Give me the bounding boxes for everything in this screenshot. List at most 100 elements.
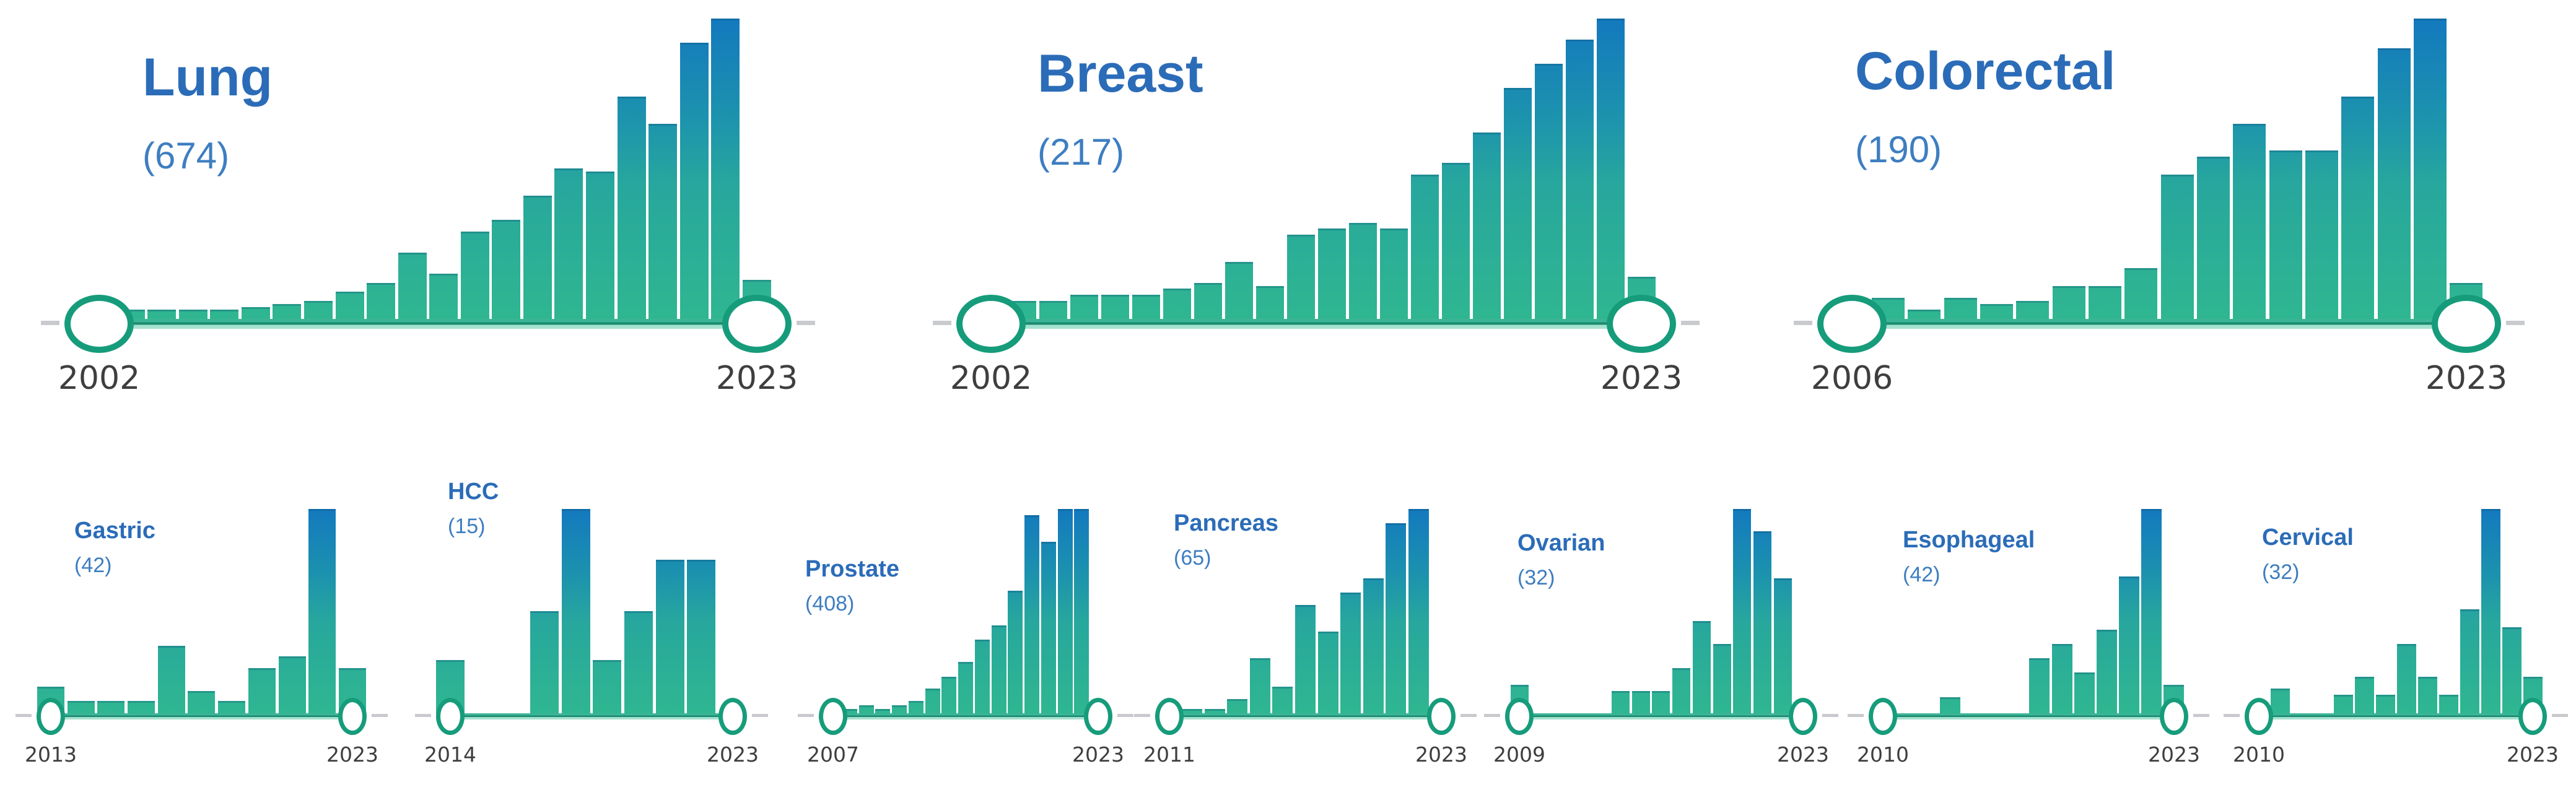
bar-2017[interactable] [554,168,583,319]
bar-2019[interactable] [1024,515,1039,713]
bar-2020[interactable] [248,668,276,713]
bar-2014[interactable] [2124,268,2158,319]
bar-2021[interactable] [1565,40,1594,319]
bar-2018[interactable] [1008,591,1023,713]
slider-handle-end-pancreas[interactable] [1427,698,1456,735]
bar-2011[interactable] [1255,286,1284,319]
slider-handle-start-prostate[interactable] [819,698,847,735]
bar-2014[interactable] [941,677,957,713]
bar-2013[interactable] [2088,286,2121,319]
bar-2021[interactable] [2377,48,2411,319]
bar-2015[interactable] [958,662,973,713]
bar-2018[interactable] [586,172,614,319]
bar-2021[interactable] [679,43,709,319]
bar-2019[interactable] [218,701,246,713]
bar-2017[interactable] [2029,658,2050,713]
bar-2022[interactable] [1773,578,1792,713]
bar-2008[interactable] [273,304,302,319]
bar-2017[interactable] [991,625,1006,713]
bar-2021[interactable] [1753,531,1771,713]
bar-2021[interactable] [1057,509,1073,713]
bar-2019[interactable] [617,97,646,319]
bar-2022[interactable] [1074,509,1089,713]
bar-2006[interactable] [1101,295,1129,319]
slider-handle-start-hcc[interactable] [436,698,465,735]
bar-2013[interactable] [1317,228,1346,319]
bar-2016[interactable] [1410,175,1439,319]
slider-handle-end-prostate[interactable] [1084,698,1112,735]
bar-2022[interactable] [687,560,716,713]
bar-2012[interactable] [2052,286,2085,319]
bar-2014[interactable] [460,232,489,319]
bar-2020[interactable] [1733,509,1752,713]
bar-2012[interactable] [908,701,923,713]
bar-2018[interactable] [188,691,216,713]
bar-2004[interactable] [1039,301,1067,319]
bar-2018[interactable] [2269,150,2302,319]
bar-2022[interactable] [711,19,740,319]
bar-2010[interactable] [1980,304,2013,319]
bar-2022[interactable] [1596,19,1625,319]
bar-2017[interactable] [1441,163,1470,319]
bar-2021[interactable] [2119,576,2140,713]
bar-2016[interactable] [523,196,552,319]
bar-2019[interactable] [2438,695,2458,713]
bar-2015[interactable] [2160,175,2194,319]
bar-2005[interactable] [178,310,207,319]
slider-handle-end-cervical[interactable] [2518,698,2547,735]
bar-2020[interactable] [1534,64,1563,319]
bar-2022[interactable] [2414,19,2447,319]
slider-handle-start-lung[interactable] [64,295,134,353]
slider-handle-end-gastric[interactable] [338,698,367,735]
bar-2015[interactable] [1631,691,1650,713]
bar-2016[interactable] [2196,157,2230,319]
slider-handle-start-gastric[interactable] [37,698,65,735]
bar-2017[interactable] [2396,644,2416,713]
bar-2014[interactable] [1227,699,1248,713]
bar-2006[interactable] [210,310,239,319]
bar-2021[interactable] [1386,523,1407,713]
bar-2015[interactable] [97,701,125,713]
bar-2010[interactable] [875,709,891,713]
bar-2020[interactable] [1363,578,1384,713]
bar-2014[interactable] [1612,691,1630,713]
bar-2009[interactable] [1194,283,1222,319]
bar-2021[interactable] [2481,509,2500,713]
bar-2010[interactable] [335,292,364,319]
bar-2017[interactable] [1672,668,1691,713]
bar-2020[interactable] [648,124,678,319]
bar-2013[interactable] [925,689,940,713]
bar-2019[interactable] [2305,150,2338,319]
bar-2012[interactable] [398,253,427,319]
slider-handle-end-ovarian[interactable] [1789,698,1817,735]
bar-2017[interactable] [2233,124,2266,319]
bar-2020[interactable] [2460,609,2479,713]
bar-2020[interactable] [624,611,653,713]
bar-2013[interactable] [429,274,458,319]
bar-2016[interactable] [974,640,990,713]
bar-2004[interactable] [147,310,177,319]
bar-2020[interactable] [2341,97,2375,319]
bar-2020[interactable] [1041,542,1056,713]
bar-2019[interactable] [593,660,622,713]
bar-2014[interactable] [1348,223,1377,319]
bar-2014[interactable] [2333,695,2353,713]
bar-2011[interactable] [2270,689,2290,713]
bar-2017[interactable] [157,646,185,713]
bar-2009[interactable] [858,705,874,713]
slider-handle-end-hcc[interactable] [718,698,747,735]
bar-2012[interactable] [1182,709,1203,713]
slider-handle-end-breast[interactable] [1607,295,1676,353]
bar-2008[interactable] [1908,310,1941,319]
slider-handle-end-esophageal[interactable] [2160,698,2188,735]
bar-2016[interactable] [2375,695,2395,713]
slider-handle-end-lung[interactable] [722,295,792,353]
bar-2005[interactable] [1070,295,1098,319]
bar-2010[interactable] [1225,262,1253,319]
bar-2016[interactable] [1272,687,1293,713]
bar-2022[interactable] [2141,509,2162,713]
bar-2011[interactable] [892,705,907,713]
bar-2019[interactable] [1340,593,1361,713]
bar-2013[interactable] [1939,697,1960,713]
bar-2018[interactable] [2417,677,2437,713]
